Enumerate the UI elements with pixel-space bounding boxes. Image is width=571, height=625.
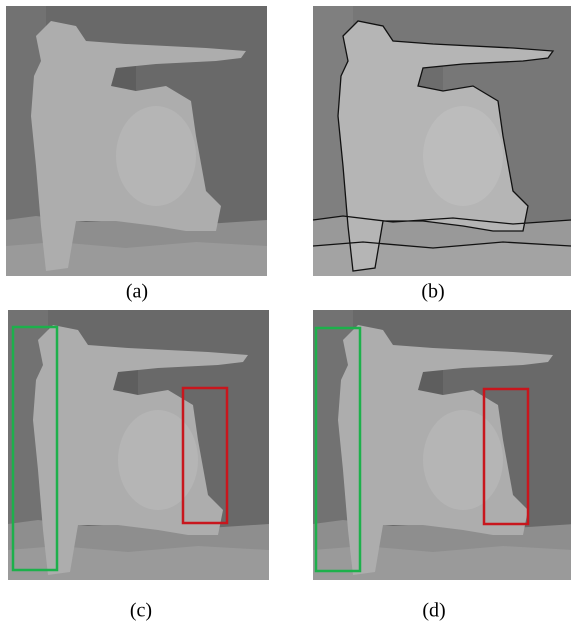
depth-image <box>8 310 269 580</box>
panel-d <box>313 310 571 580</box>
panel-a <box>6 6 267 276</box>
depth-image <box>313 6 571 276</box>
depth-image <box>313 310 571 580</box>
panel-b <box>313 6 571 276</box>
panel-c <box>8 310 269 580</box>
caption: (b) <box>421 281 444 303</box>
figure: (a) (b) (c) (d) <box>0 0 571 625</box>
caption: (d) <box>422 600 445 622</box>
caption: (a) <box>126 281 148 303</box>
depth-image <box>6 6 267 276</box>
caption: (c) <box>130 600 152 622</box>
